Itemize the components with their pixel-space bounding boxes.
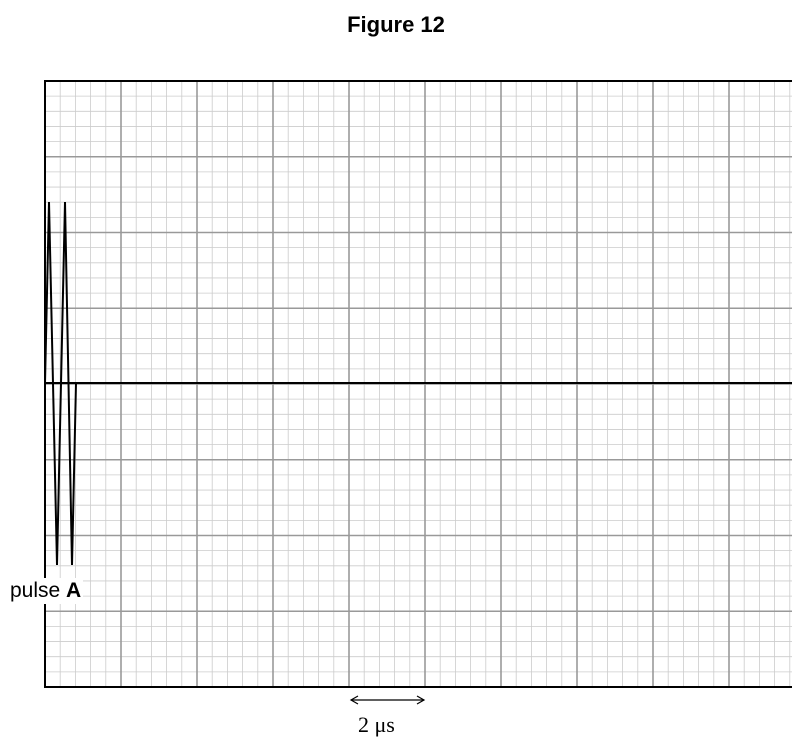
time-scale-arrow bbox=[349, 695, 426, 705]
figure-title: Figure 12 bbox=[347, 12, 445, 37]
time-scale-label: 2 μs bbox=[358, 712, 395, 737]
screen-border bbox=[44, 80, 792, 688]
pulse-label-letter: A bbox=[66, 579, 82, 602]
pulse-a-trace bbox=[44, 201, 77, 566]
pulse-a-label: pulse A bbox=[8, 578, 84, 604]
pulse-label-prefix: pulse bbox=[10, 579, 67, 602]
